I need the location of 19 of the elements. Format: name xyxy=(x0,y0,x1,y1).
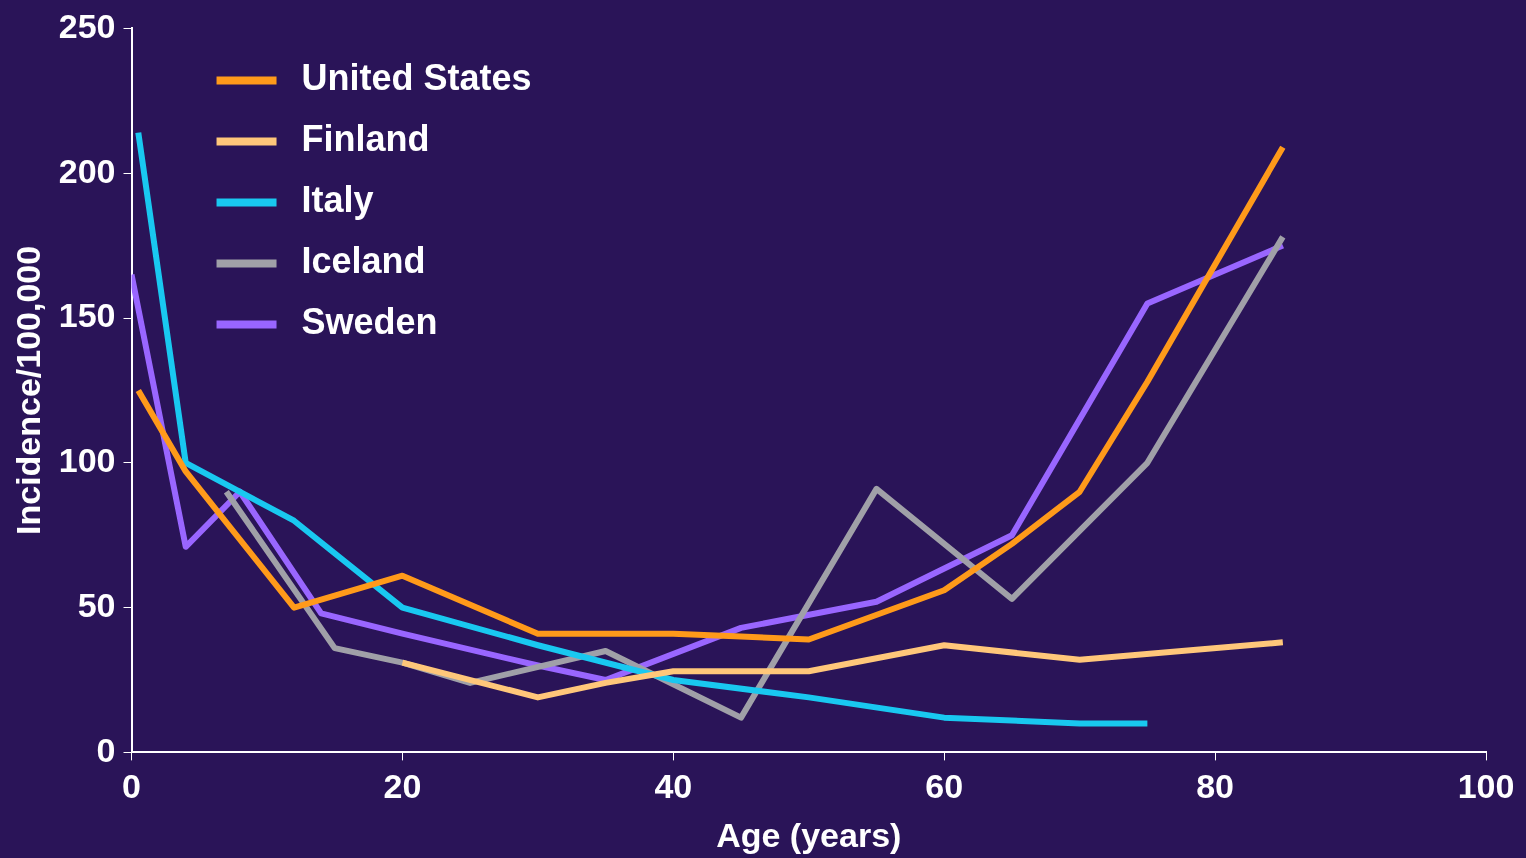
y-axis-title: Incidence/100,000 xyxy=(8,245,47,535)
x-tick-label: 40 xyxy=(654,767,693,806)
y-tick-label: 150 xyxy=(58,296,116,335)
legend-label: Italy xyxy=(301,179,374,221)
legend-label: United States xyxy=(301,57,532,99)
legend-label: Sweden xyxy=(301,301,438,343)
x-axis-title: Age (years) xyxy=(716,815,902,854)
y-tick-label: 200 xyxy=(58,151,116,190)
x-tick-label: 0 xyxy=(122,767,141,806)
y-tick-label: 50 xyxy=(77,585,116,624)
y-tick-label: 100 xyxy=(58,441,116,480)
y-tick-label: 250 xyxy=(58,6,116,45)
y-tick-label: 0 xyxy=(96,730,116,769)
x-tick-label: 20 xyxy=(383,767,422,806)
legend-label: Iceland xyxy=(301,240,426,282)
x-tick-label: 100 xyxy=(1457,767,1515,806)
x-tick-label: 60 xyxy=(925,767,964,806)
x-tick-label: 80 xyxy=(1196,767,1235,806)
legend-label: Finland xyxy=(301,118,430,160)
